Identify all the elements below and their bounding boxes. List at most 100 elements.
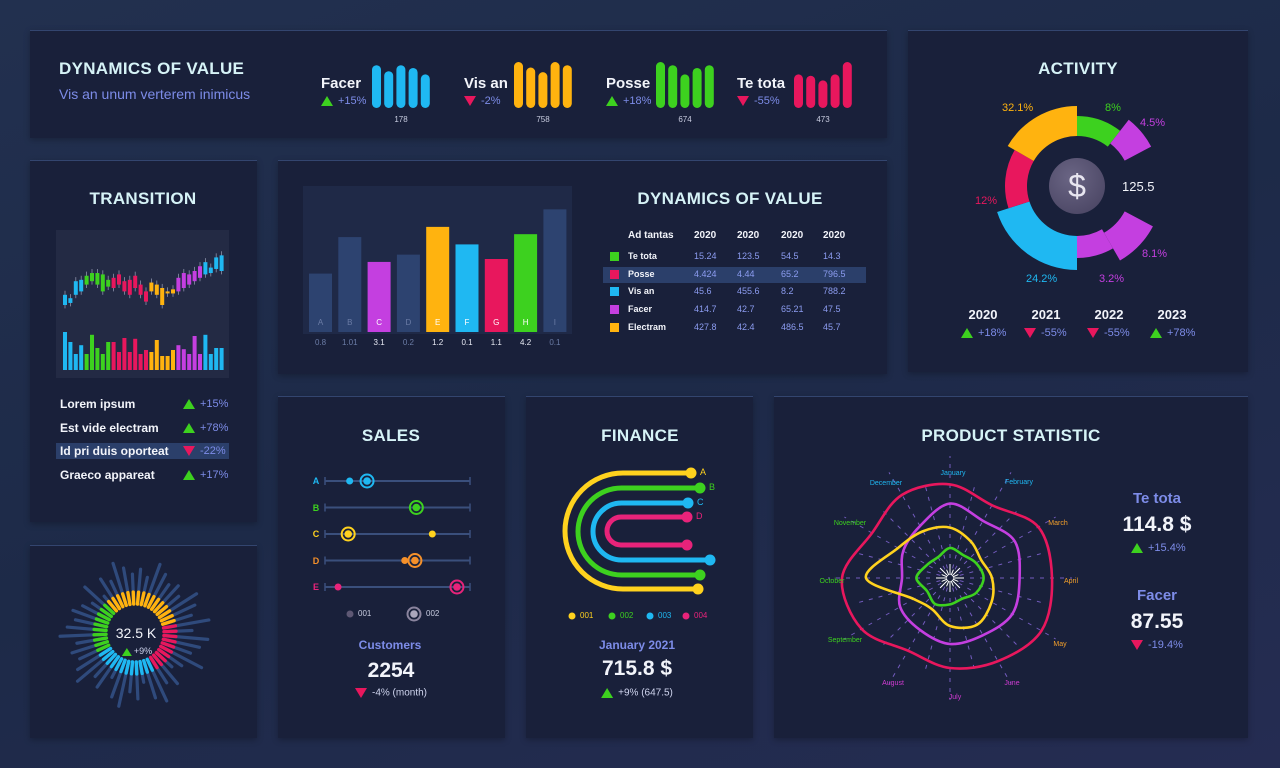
metric-change: -2% [464,96,501,107]
sales-change-text: -4% (month) [371,687,428,699]
trend-down-icon [1131,640,1143,651]
radial-panel [30,545,257,738]
table-row-label: Te tota [628,251,657,261]
dollar-icon: $ [1049,158,1105,214]
finance-arc-label: C [697,497,704,507]
transition-item-change-text: -22% [200,445,226,457]
sales-row-label: C [312,529,320,539]
donut-segment-label: 4.5% [1140,117,1166,129]
legend-swatch [610,305,619,315]
table-row-label: Electram [628,321,667,332]
table-cell: 42.7 [737,304,755,315]
bar-chart-bg [303,186,572,334]
table-cell: 4.424 [694,268,717,279]
trend-up-icon [183,469,195,480]
bar-value-label: 3.1 [373,338,385,347]
finance-title: FINANCE [601,426,679,445]
trend-up-icon [183,422,195,433]
year-label: 2020 [968,307,998,322]
trend-down-icon [464,96,476,107]
table-cell: 65.21 [781,304,804,315]
year-change-text: -55% [1041,327,1067,339]
metric-label: Posse [606,75,651,92]
bar-value-label: 0.1 [549,338,561,347]
transition-item-change: -22% [183,446,226,457]
legend-label: 001 [358,609,372,618]
transition-item-change: +78% [183,422,228,434]
header-panel [30,30,887,138]
sales-row-label: D [312,555,320,566]
trend-down-icon [183,446,195,457]
month-label: September [827,637,863,644]
transition-item-label: Est vide electram [60,420,159,435]
table-header: 2020 [737,230,760,241]
metric-label: Vis an [464,75,508,92]
finance-arc-label: D [696,511,703,521]
bar-category-label: A [317,318,324,327]
metric-change: -55% [737,96,780,107]
bar-category-label: B [347,318,353,327]
radial-value: 32.5 K [115,625,157,641]
legend-swatch [610,269,619,279]
trend-down-icon [737,96,749,107]
month-label: December [869,480,903,487]
month-label: October [819,578,845,585]
year-label: 2022 [1094,307,1124,322]
product-title: PRODUCT STATISTIC [921,426,1101,445]
sales-title: SALES [361,426,421,445]
header-subtitle: Vis an unum verterem inimicus [59,86,251,102]
table-cell: 15.24 [694,251,717,261]
month-label: March [1048,520,1068,527]
metric-value: 178 [394,115,408,124]
finance-arc-label: B [709,482,716,492]
table-cell: 414.7 [694,304,717,315]
metric-change-text: +15% [338,95,367,107]
legend-swatch [610,252,619,261]
bar-category-label: I [553,318,557,327]
bar-category-label: H [522,318,529,327]
bar-value-label: 4.2 [520,338,532,347]
table-header: 2020 [694,230,717,241]
transition-item-change-text: +17% [200,468,229,481]
table-cell: 796.5 [823,268,846,279]
metric-value: 758 [536,115,550,124]
metric-change: +15% [321,96,366,107]
sales-row-label: A [312,476,320,486]
year-change-text: -55% [1104,327,1130,339]
stat-change: -19.4% [1131,640,1183,651]
stat-change-text: -19.4% [1148,639,1183,651]
table-cell: 14.3 [823,251,841,261]
table-cell: 8.2 [781,286,794,297]
transition-item-label: Id pri duis oporteat [60,444,169,458]
transition-item-change-text: +15% [200,398,229,410]
month-label: June [1004,680,1020,687]
donut-segment-label: 24.2% [1026,273,1058,285]
metric-change-text: -2% [481,95,501,107]
donut-segment-label: 12% [975,195,998,207]
table-cell: 45.6 [694,286,712,297]
donut-segment-label: 8% [1105,102,1121,114]
trend-up-icon [1150,328,1162,339]
year-label: 2023 [1157,307,1187,322]
metric-label: Facer [321,75,362,92]
year-change: +78% [1150,328,1195,339]
transition-item-label: Lorem ipsum [60,397,136,411]
sales-change: -4% (month) [354,687,428,699]
bar-category-label: G [493,318,500,327]
table-cell: 123.5 [737,251,760,261]
table-cell: 42.4 [737,321,755,332]
bar-category-label: E [435,318,441,327]
sales-row-label: B [312,502,320,513]
table-row-label: Facer [628,304,653,315]
dynamics-title: DYNAMICS OF VALUE [637,189,823,208]
trend-up-icon [601,688,614,698]
donut-segment-label: 3.2% [1099,273,1125,285]
year-change: +18% [961,328,1006,339]
finance-legend-label: 004 [694,611,708,620]
bar-value-label: 0.8 [314,338,327,347]
trend-down-icon [1024,328,1036,339]
header-title: DYNAMICS OF VALUE [59,59,245,78]
activity-center-value: 125.5 [1122,179,1155,194]
sales-row-label: E [312,582,320,592]
bar-value-label: 1.1 [490,338,502,347]
